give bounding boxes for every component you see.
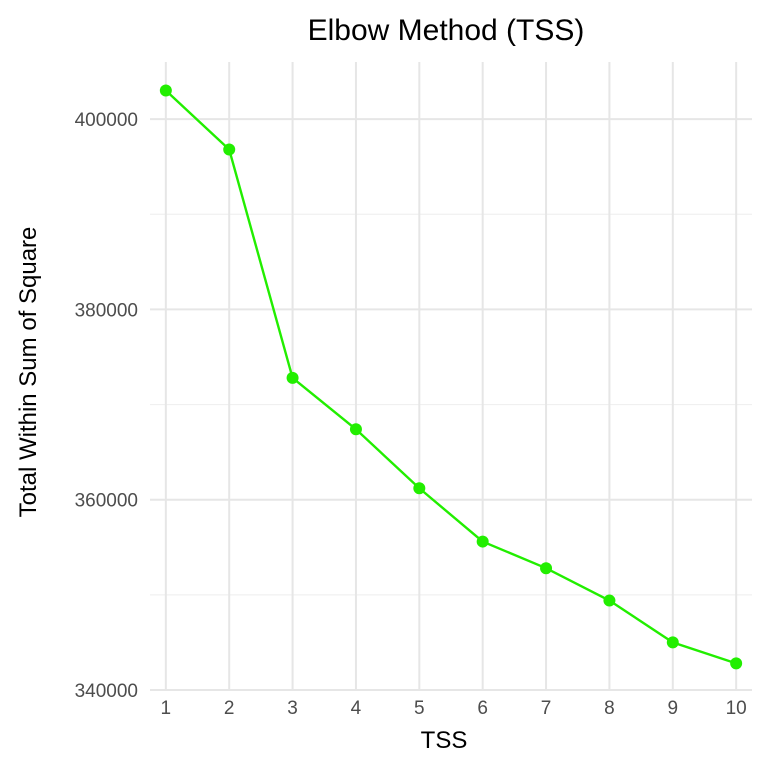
data-point bbox=[666, 636, 679, 649]
data-point bbox=[413, 482, 426, 495]
x-axis-title: TSS bbox=[421, 727, 468, 754]
data-point bbox=[349, 423, 362, 436]
data-point bbox=[476, 535, 489, 548]
x-tick-label: 3 bbox=[287, 698, 298, 719]
x-tick-label: 2 bbox=[224, 698, 235, 719]
data-point bbox=[540, 562, 553, 575]
data-point bbox=[223, 143, 236, 156]
y-tick-label: 380000 bbox=[75, 300, 138, 321]
x-tick-label: 1 bbox=[161, 698, 172, 719]
grid bbox=[150, 62, 752, 691]
series-layer bbox=[159, 84, 743, 670]
y-axis-ticks: 340000 360000 380000 400000 bbox=[75, 110, 138, 702]
y-tick-label: 400000 bbox=[75, 110, 138, 131]
data-point bbox=[730, 657, 743, 670]
x-tick-label: 10 bbox=[726, 698, 747, 719]
series-line bbox=[165, 89, 737, 665]
x-axis-ticks: 1 2 3 4 5 6 7 8 9 10 bbox=[161, 698, 747, 719]
data-point bbox=[159, 84, 172, 97]
y-tick-label: 340000 bbox=[75, 681, 138, 702]
y-axis-title: Total Within Sum of Square bbox=[15, 227, 42, 518]
x-tick-label: 7 bbox=[541, 698, 552, 719]
chart-title: Elbow Method (TSS) bbox=[308, 14, 585, 47]
x-tick-label: 5 bbox=[414, 698, 425, 719]
x-tick-label: 9 bbox=[668, 698, 679, 719]
x-tick-label: 8 bbox=[604, 698, 615, 719]
data-point bbox=[603, 594, 616, 607]
x-tick-label: 6 bbox=[477, 698, 488, 719]
data-point bbox=[286, 371, 299, 384]
x-tick-label: 4 bbox=[351, 698, 362, 719]
y-tick-label: 360000 bbox=[75, 491, 138, 512]
